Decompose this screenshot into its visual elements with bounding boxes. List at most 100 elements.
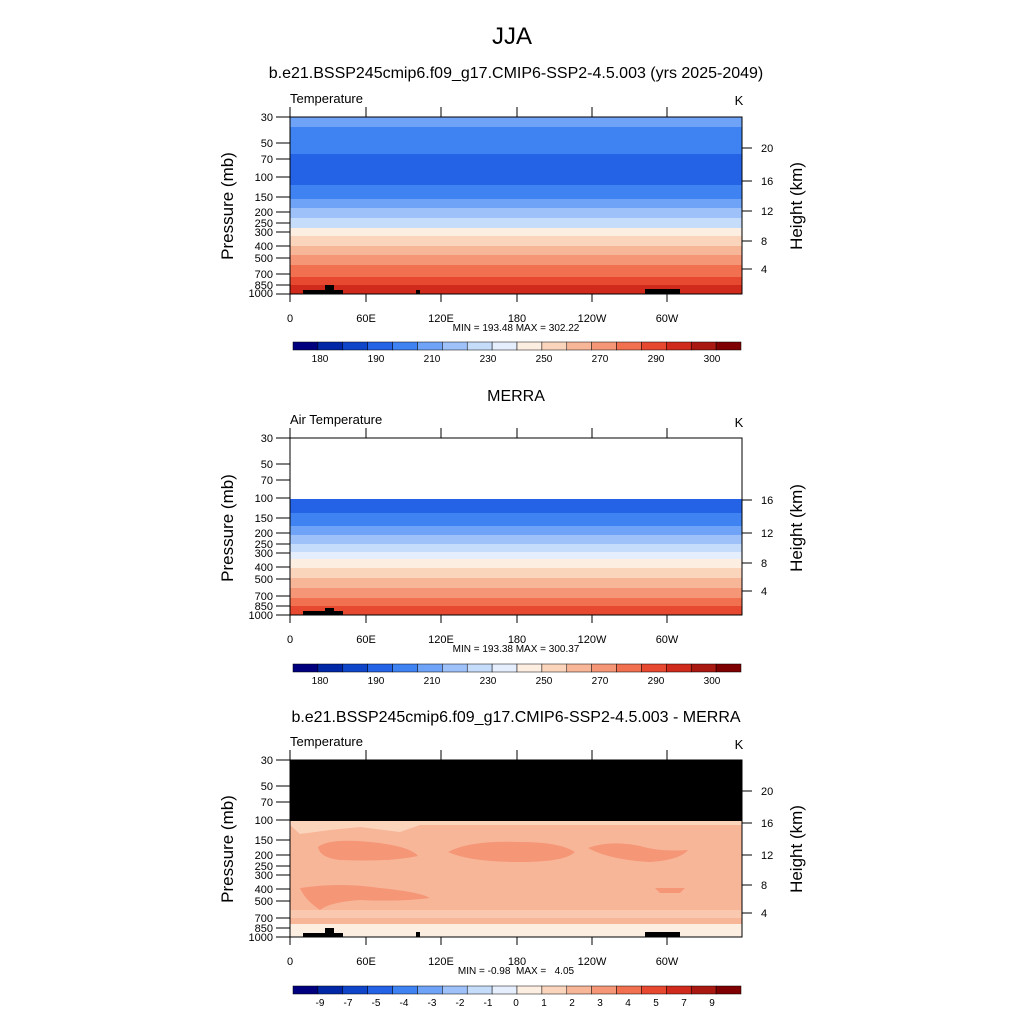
colorbar-cell xyxy=(541,985,568,995)
p3-cb-label: -1 xyxy=(484,998,493,1009)
panel-2-stats: MIN = 193.38 MAX = 300.37 xyxy=(453,644,580,655)
p1-ytick-marks xyxy=(276,116,290,295)
p3-height-label: 20 xyxy=(761,786,773,798)
panel-3-y2label: Height (km) xyxy=(787,805,806,893)
figure-title: JJA xyxy=(492,23,532,50)
p1-band xyxy=(290,218,742,228)
p3-ytick-label: 1000 xyxy=(249,932,273,944)
p3-ytick-label: 700 xyxy=(255,913,273,925)
p2-xtick-label: 180 xyxy=(508,634,526,646)
p2-ytick-label: 200 xyxy=(255,528,273,540)
p3-cb-label: 0 xyxy=(513,998,519,1009)
p2-band xyxy=(290,598,742,606)
p3-contour xyxy=(290,825,420,834)
p1-height-label: 16 xyxy=(761,176,773,188)
colorbar-cell xyxy=(666,663,692,673)
p3-band xyxy=(290,821,742,825)
p3-height-marks xyxy=(742,790,752,914)
p2-xtick-label: 120E xyxy=(428,634,454,646)
p1-frame xyxy=(289,116,743,295)
colorbar-cell xyxy=(342,985,368,995)
p1-band xyxy=(290,255,742,265)
p1-band xyxy=(290,117,742,127)
p1-band xyxy=(290,265,742,277)
p3-xtick-label: 120E xyxy=(428,956,454,968)
p1-cb-label: 210 xyxy=(424,354,441,365)
p3-band xyxy=(290,924,742,937)
p1-cb-label: 300 xyxy=(704,354,721,365)
p2-ytick-label: 700 xyxy=(255,591,273,603)
p2-ytick-label: 70 xyxy=(261,475,273,487)
p3-height-label: 12 xyxy=(761,850,773,862)
p2-topography xyxy=(325,608,334,611)
p3-ytick-label: 150 xyxy=(255,835,273,847)
p2-cb-label: 180 xyxy=(312,676,329,687)
colorbar-cell xyxy=(690,341,717,351)
p3-contour xyxy=(448,841,575,862)
p2-ytick-marks xyxy=(276,437,290,616)
panel-1-ylabel: Pressure (mb) xyxy=(218,152,237,260)
p2-band xyxy=(290,544,742,552)
p3-cb-label: 9 xyxy=(709,998,715,1009)
p3-ytick-label: 70 xyxy=(261,797,273,809)
p2-cb-label: 300 xyxy=(704,676,721,687)
colorbar-cell xyxy=(417,663,443,673)
p1-band xyxy=(290,127,742,154)
p2-xtick-label: 120W xyxy=(578,634,607,646)
colorbar-cell xyxy=(616,341,642,351)
p1-height-label: 4 xyxy=(761,264,767,276)
p2-ytick-label: 30 xyxy=(261,433,273,445)
panel-2-plot-area xyxy=(289,437,743,616)
panel-2-x-ticks: 0 60E 120E 180 120W 60W xyxy=(287,428,679,646)
p2-height-label: 16 xyxy=(761,495,773,507)
p3-cb-label: 1 xyxy=(541,998,547,1009)
p3-ytick-label: 100 xyxy=(255,815,273,827)
panel-2-ylabel: Pressure (mb) xyxy=(218,474,237,582)
panel-1-left-label: Temperature xyxy=(290,91,363,106)
panel-2-units: K xyxy=(735,415,744,430)
p1-ytick-label: 400 xyxy=(255,241,273,253)
p1-xtick-label: 60E xyxy=(356,313,376,325)
p3-cb-label: 3 xyxy=(597,998,603,1009)
p3-xtick-label: 60W xyxy=(656,956,679,968)
p3-ytick-label: 30 xyxy=(261,755,273,767)
panel-1-title: b.e21.BSSP245cmip6.f09_g17.CMIP6-SSP2-4.… xyxy=(269,65,764,82)
colorbar-cell xyxy=(417,985,443,995)
colorbar-cell xyxy=(292,985,319,995)
colorbar-cell xyxy=(491,341,518,351)
panel-3-y-ticks: 30 50 70 100 150 200 250 300 400 500 700… xyxy=(249,755,290,944)
colorbar-cell xyxy=(392,985,418,995)
p3-topography xyxy=(416,932,420,937)
p1-band xyxy=(290,208,742,218)
panel-3: b.e21.BSSP245cmip6.f09_g17.CMIP6-SSP2-4.… xyxy=(218,709,806,1009)
p3-ytick-marks xyxy=(276,759,290,938)
p1-cb-label: 190 xyxy=(368,354,385,365)
panel-2-height-ticks: 16 12 8 4 xyxy=(742,495,773,598)
colorbar-cell xyxy=(442,341,468,351)
p3-cb-label: -7 xyxy=(344,998,353,1009)
p1-ytick-label: 1000 xyxy=(249,288,273,300)
p2-band xyxy=(290,552,742,559)
colorbar-cell xyxy=(641,985,667,995)
p2-height-label: 4 xyxy=(761,586,767,598)
p1-band xyxy=(290,228,742,236)
p1-band xyxy=(290,246,742,255)
colorbar-cell xyxy=(342,663,368,673)
p2-band xyxy=(290,559,742,568)
p3-band xyxy=(290,910,742,918)
colorbar-cell xyxy=(342,341,368,351)
p2-cb-label: 250 xyxy=(536,676,553,687)
panel-1-stats: MIN = 193.48 MAX = 302.22 xyxy=(453,323,580,334)
colorbar-cell xyxy=(466,663,493,673)
p3-xtick-label: 120W xyxy=(578,956,607,968)
colorbar-cell xyxy=(690,663,717,673)
p3-xtick-label: 60E xyxy=(356,956,376,968)
colorbar-cell xyxy=(466,985,493,995)
p2-ytick-label: 850 xyxy=(255,601,273,613)
colorbar-cell xyxy=(442,985,468,995)
p2-height-label: 8 xyxy=(761,558,767,570)
p2-cb-label: 230 xyxy=(480,676,497,687)
colorbar-cell xyxy=(392,663,418,673)
colorbar-cell xyxy=(715,341,742,351)
p3-cb-label: 4 xyxy=(625,998,631,1009)
